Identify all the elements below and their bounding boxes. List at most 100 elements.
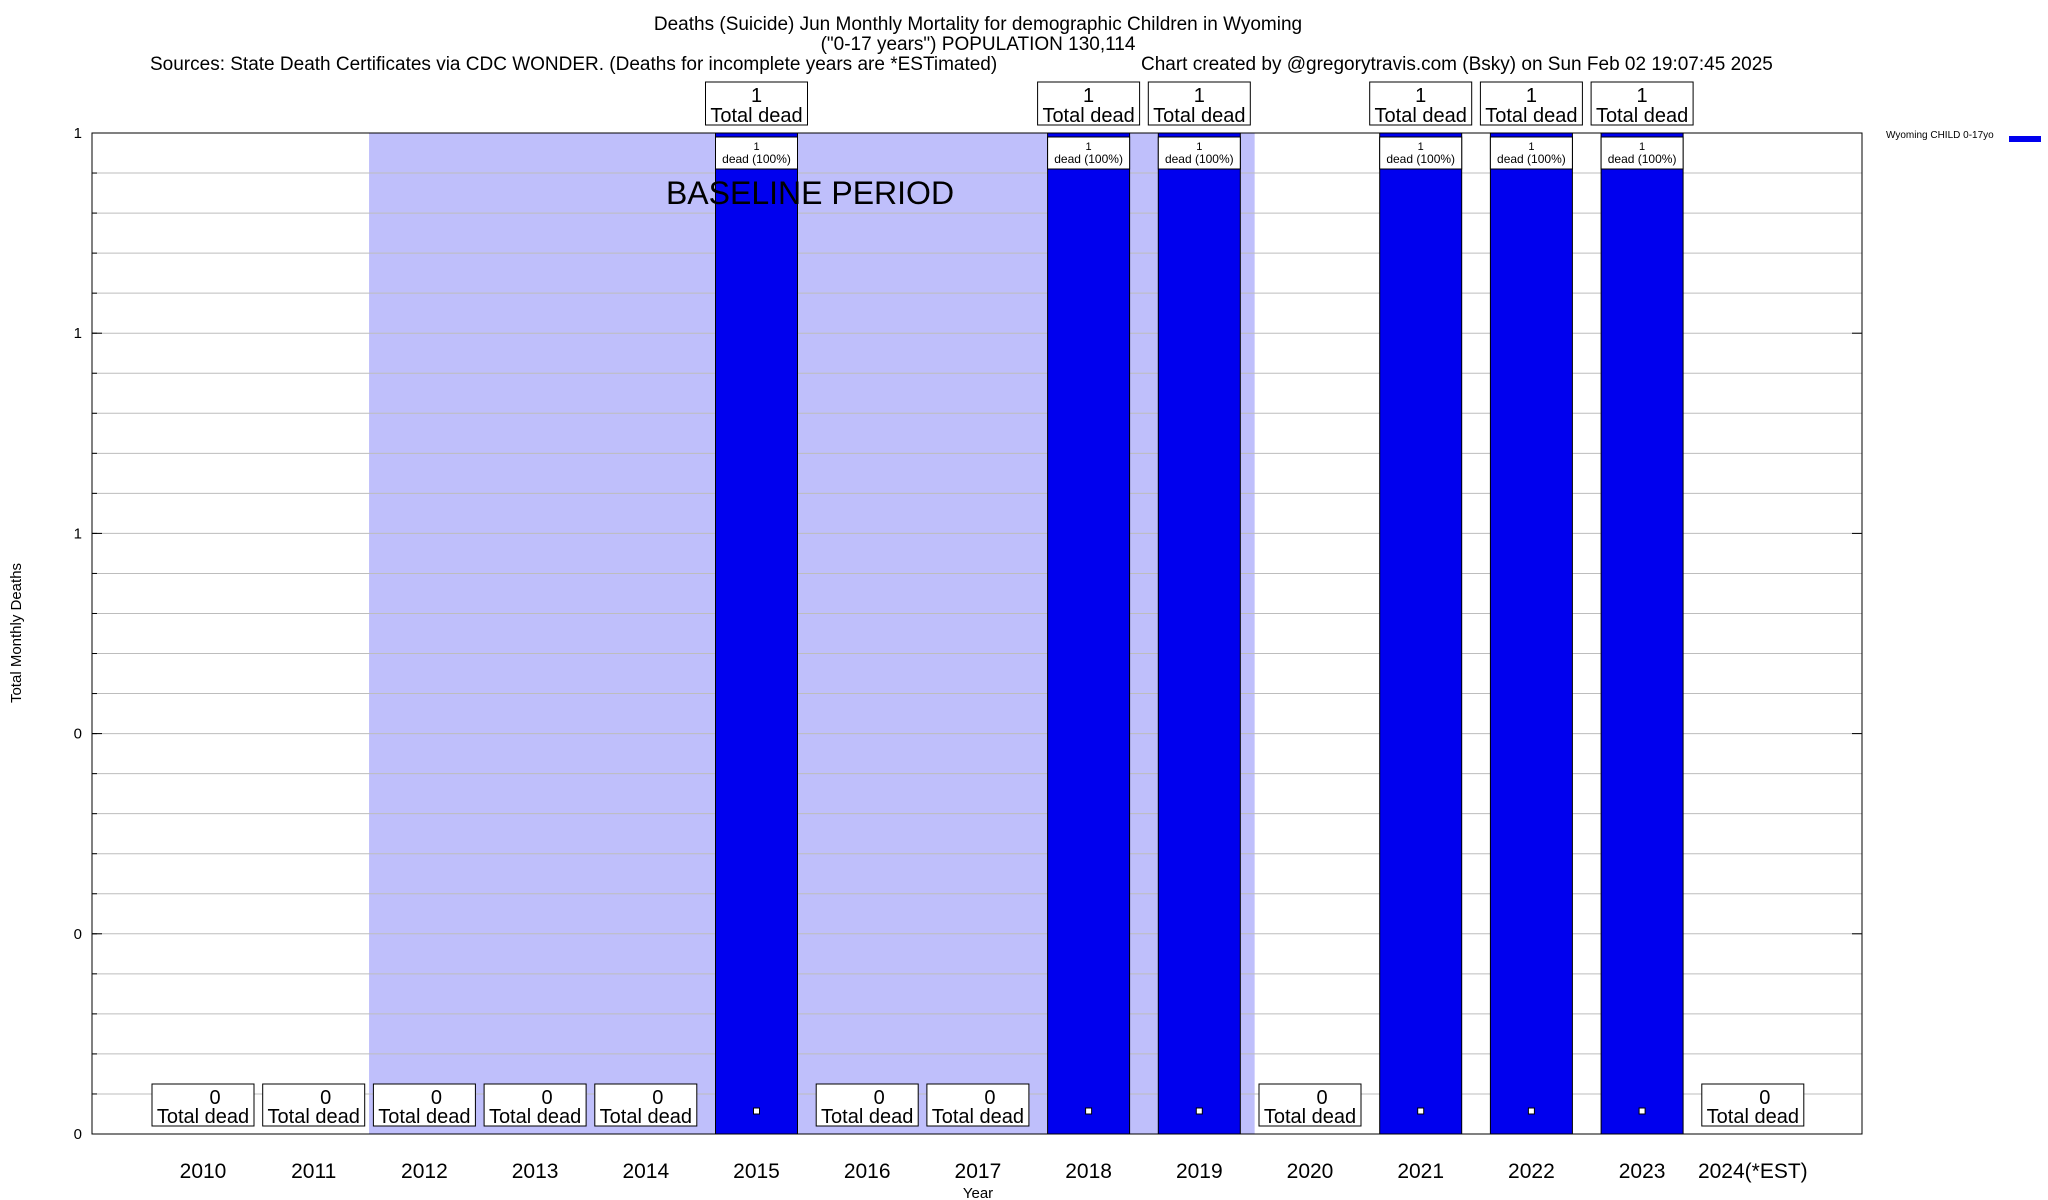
zero-box-2014 [594,1083,698,1127]
total-box-2019 [1147,81,1251,126]
y-tick-label: 0 [74,726,82,743]
inner-box-2023 [1600,136,1684,170]
inner-value-2022: 1 [1528,141,1534,153]
total-value-2023: 1 [1637,85,1648,107]
inner-box-2015 [715,136,798,170]
inner-value-2019: 1 [1196,141,1202,153]
x-point-marker [753,1107,760,1115]
total-value-2022: 1 [1526,85,1537,107]
total-value-2019: 1 [1194,85,1205,107]
inner-label-2021: dead (100%) [1386,152,1455,166]
inner-value-2021: 1 [1418,141,1424,153]
x-tick-label-2024(*EST): 2024(*EST) [1698,1160,1808,1183]
zero-value-2013: 0 [542,1087,553,1109]
zero-label-2024(*EST): Total dead [1707,1106,1799,1128]
zero-label-2013: Total dead [489,1106,581,1128]
total-label-2019: Total dead [1153,105,1245,127]
inner-label-2022: dead (100%) [1497,152,1566,166]
x-tick-label-2012: 2012 [401,1160,448,1183]
x-point-marker [1417,1107,1425,1115]
zero-label-2012: Total dead [378,1106,470,1128]
inner-label-2015: dead (100%) [722,152,791,166]
y-axis-title: Total Monthly Deaths [8,563,25,703]
zero-value-2017: 0 [984,1087,995,1109]
x-tick-label-2023: 2023 [1619,1160,1666,1183]
y-tick-label: 0 [74,926,82,943]
inner-label-2023: dead (100%) [1608,152,1677,166]
zero-label-2016: Total dead [821,1106,913,1128]
x-tick-label-2013: 2013 [512,1160,559,1183]
bar-2023 [1600,132,1684,1135]
total-box-2023 [1590,81,1694,126]
total-value-2015: 1 [751,85,762,107]
zero-box-2011 [262,1083,366,1127]
inner-box-2018 [1047,136,1131,170]
inner-box-2022 [1489,136,1573,170]
bar-2021 [1379,132,1463,1135]
total-box-2018 [1037,81,1141,126]
chart-credit: Chart created by @gregorytravis.com (Bsk… [1141,54,1773,75]
x-point-marker [1085,1107,1093,1115]
x-tick-label-2021: 2021 [1397,1160,1444,1183]
x-point-marker [1195,1107,1203,1115]
zero-box-2020 [1258,1083,1362,1127]
zero-value-2014: 0 [652,1087,663,1109]
inner-value-2015: 1 [753,141,759,153]
chart-subtitle: ("0-17 years") POPULATION 130,114 [820,34,1136,55]
x-axis-title: Year [963,1185,993,1200]
total-label-2015: Total dead [710,105,802,127]
x-tick-label-2011: 2011 [291,1160,336,1183]
zero-value-2020: 0 [1316,1087,1327,1109]
zero-label-2011: Total dead [268,1106,360,1128]
zero-value-2011: 0 [320,1087,331,1109]
y-tick-label: 1 [74,325,82,342]
zero-box-2016 [815,1083,919,1127]
bar-2019 [1157,132,1241,1135]
inner-value-2018: 1 [1086,141,1092,153]
x-tick-label-2017: 2017 [955,1160,1002,1183]
total-value-2021: 1 [1415,85,1426,107]
total-label-2023: Total dead [1596,105,1688,127]
x-tick-label-2014: 2014 [622,1160,669,1183]
total-label-2018: Total dead [1042,105,1134,127]
plot-frame [91,132,1863,1135]
zero-box-2013 [483,1083,587,1127]
zero-box-2010 [151,1083,255,1127]
total-box-2022 [1479,81,1583,126]
x-tick-label-2015: 2015 [733,1160,780,1183]
zero-value-2024(*EST): 0 [1759,1087,1770,1109]
bar-2022 [1489,132,1573,1135]
inner-label-2018: dead (100%) [1054,152,1123,166]
y-tick-label: 0 [74,1126,82,1143]
zero-value-2016: 0 [874,1087,885,1109]
zero-label-2020: Total dead [1264,1106,1356,1128]
zero-box-2017 [926,1083,1030,1127]
inner-box-2019 [1157,136,1241,170]
zero-box-2024(*EST) [1701,1083,1805,1127]
x-tick-label-2010: 2010 [180,1160,227,1183]
total-box-2015 [705,81,808,126]
x-tick-label-2016: 2016 [844,1160,891,1183]
total-value-2018: 1 [1083,85,1094,107]
legend-swatch [2009,136,2041,142]
legend-label: Wyoming CHILD 0-17yo [1886,130,1994,141]
x-tick-label-2022: 2022 [1508,1160,1555,1183]
bar-2015 [715,132,798,1135]
y-tick-label: 1 [74,125,82,142]
x-tick-label-2018: 2018 [1065,1160,1112,1183]
y-tick-label: 1 [74,525,82,542]
total-label-2022: Total dead [1485,105,1577,127]
x-point-marker [1638,1107,1646,1115]
x-tick-label-2020: 2020 [1287,1160,1334,1183]
inner-value-2023: 1 [1639,141,1645,153]
total-label-2021: Total dead [1375,105,1467,127]
sources-note: Sources: State Death Certificates via CD… [150,54,998,75]
zero-label-2014: Total dead [600,1106,692,1128]
x-point-marker [1527,1107,1535,1115]
zero-box-2012 [372,1083,476,1127]
zero-label-2010: Total dead [157,1106,249,1128]
zero-value-2010: 0 [209,1087,220,1109]
chart-title: Deaths (Suicide) Jun Monthly Mortality f… [653,14,1303,35]
zero-label-2017: Total dead [932,1106,1024,1128]
